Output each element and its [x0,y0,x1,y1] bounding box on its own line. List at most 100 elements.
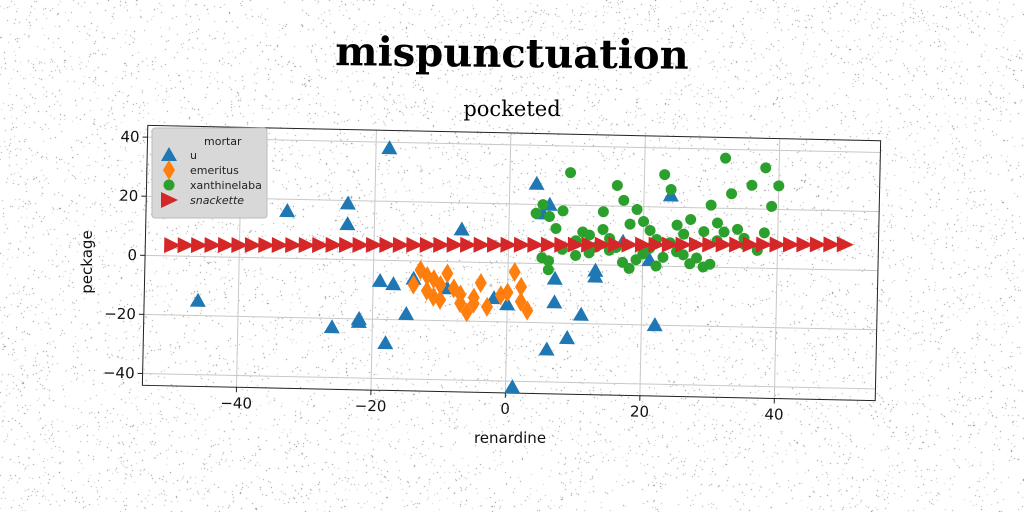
data-point-xanthinelaba [746,179,758,191]
data-point-snackette [648,236,666,253]
data-point-snackette [782,236,801,253]
data-point-u [538,341,555,356]
x-tick-label: 0 [500,400,510,418]
y-tick-label: −40 [103,364,135,383]
data-point-xanthinelaba [557,205,569,217]
data-point-snackette [594,236,612,253]
data-point-emeritus [514,291,527,312]
data-point-snackette [500,236,518,253]
y-tick-label: 0 [127,246,137,264]
data-point-xanthinelaba [711,217,723,229]
data-point-snackette [823,236,841,253]
data-point-snackette [258,237,276,253]
data-point-snackette [459,236,478,253]
data-point-u [646,317,663,332]
data-point-snackette [486,236,505,253]
data-point-u [323,319,340,334]
data-point-snackette [702,236,720,253]
data-point-snackette [675,236,693,253]
data-point-snackette [769,236,787,253]
y-gridline [145,254,878,272]
x-tick-label: −20 [355,397,387,416]
data-point-snackette [634,236,653,253]
data-point-emeritus [434,289,447,310]
data-point-xanthinelaba [543,211,555,223]
data-point-xanthinelaba [698,226,710,238]
data-point-u [371,272,388,288]
data-point-u [546,270,563,285]
data-point-xanthinelaba [624,218,636,230]
y-gridline [147,136,881,154]
data-point-xanthinelaba [760,162,772,174]
data-point-snackette [379,236,397,253]
data-point-snackette [325,236,343,253]
data-point-snackette [231,237,249,254]
legend-marker-emeritus [163,160,175,180]
data-point-u [339,195,356,210]
data-point-snackette [338,236,357,253]
data-point-xanthinelaba [678,228,690,240]
data-point-u [377,335,394,350]
data-point-emeritus [481,296,494,317]
data-point-emeritus [521,300,534,321]
data-point-snackette [244,237,262,254]
data-point-xanthinelaba [618,194,630,206]
data-point-u [339,216,356,231]
legend-label-xanthinelaba: xanthinelaba [190,179,262,192]
data-point-xanthinelaba [537,199,549,211]
data-point-xanthinelaba [550,222,562,234]
data-point-xanthinelaba [720,152,732,164]
data-point-snackette [581,236,599,253]
data-point-snackette [164,237,182,254]
data-point-snackette [688,236,706,253]
data-point-snackette [796,236,814,253]
plot-area: −40 −20 0 20 40 −40 −20 0 20 40 [103,124,882,424]
data-point-snackette [285,236,303,253]
data-point-snackette [433,236,451,253]
x-tick-label: 20 [630,403,649,421]
x-tick-label: −40 [220,394,252,413]
data-point-xanthinelaba [570,249,582,261]
data-point-u [528,175,545,190]
data-point-emeritus [447,278,460,299]
data-point-xanthinelaba [726,188,738,200]
data-point-snackette [419,236,437,253]
data-point-snackette [809,236,827,253]
data-point-u [350,310,367,326]
data-point-snackette [567,236,585,253]
data-point-xanthinelaba [597,223,609,235]
data-point-snackette [661,236,679,253]
data-point-xanthinelaba [611,179,623,191]
data-point-xanthinelaba [732,223,744,235]
data-point-snackette [607,236,626,253]
data-point-snackette [527,236,545,253]
data-point-xanthinelaba [630,254,642,266]
data-point-snackette [540,236,558,253]
data-point-xanthinelaba [685,213,697,225]
data-point-snackette [554,236,572,253]
data-point-snackette [513,236,531,253]
data-point-xanthinelaba [758,227,770,239]
x-tick-label: 40 [764,405,783,423]
y-tick-label: −20 [104,305,136,324]
data-point-u [453,221,470,236]
x-axis-label: renardine [474,429,546,447]
legend-label-u: u [190,149,197,162]
data-point-xanthinelaba [583,229,595,241]
data-point-emeritus [467,287,480,308]
legend-marker-snackette [161,192,178,208]
data-point-xanthinelaba [704,258,716,270]
legend: mortar u emeritus xanthinelaba snackette [151,127,268,219]
data-point-snackette [755,236,774,253]
data-point-snackette [392,236,410,253]
data-point-xanthinelaba [773,180,785,192]
data-point-xanthinelaba [565,167,577,179]
legend-label-snackette: snackette [190,194,244,207]
legend-marker-u [161,147,177,161]
data-point-u [504,379,521,394]
data-point-u [499,296,516,311]
data-point-emeritus [434,275,447,296]
data-point-snackette [190,237,209,254]
legend-marker-xanthinelaba [163,179,175,191]
data-point-snackette [312,236,330,253]
